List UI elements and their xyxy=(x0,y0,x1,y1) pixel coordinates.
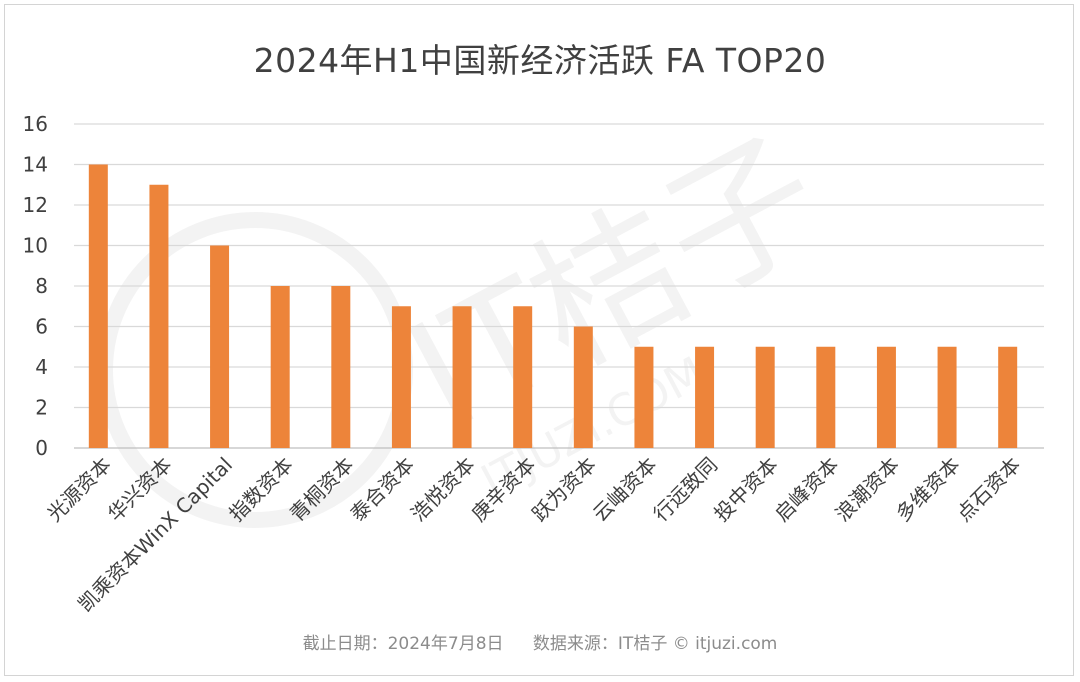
bar xyxy=(88,164,108,448)
y-tick-label: 2 xyxy=(35,396,48,420)
bar xyxy=(513,306,533,448)
bar xyxy=(755,346,775,448)
y-tick-label: 6 xyxy=(35,315,48,339)
y-axis-ticks: 0 2 4 6 8 10 12 14 16 xyxy=(23,112,48,460)
x-tick-label: 浩悦资本 xyxy=(406,453,480,527)
x-tick-label: 光源资本 xyxy=(42,453,116,527)
bar xyxy=(331,286,351,448)
y-tick-label: 12 xyxy=(23,193,48,217)
chart-title: 2024年H1中国新经济活跃 FA TOP20 xyxy=(253,41,827,80)
bar xyxy=(937,346,957,448)
x-tick-label: 多维资本 xyxy=(891,453,965,527)
bar xyxy=(210,245,230,448)
x-tick-label: 行远致同 xyxy=(649,453,723,527)
bar xyxy=(452,306,472,448)
y-tick-label: 8 xyxy=(35,274,48,298)
bar xyxy=(876,346,896,448)
bars xyxy=(88,164,1018,448)
footer-date: 截止日期：2024年7月8日 xyxy=(302,634,504,654)
bar xyxy=(634,346,654,448)
bar xyxy=(816,346,836,448)
footer: 截止日期：2024年7月8日 数据来源：IT桔子 © itjuzi.com xyxy=(0,629,1080,654)
y-tick-label: 14 xyxy=(23,153,48,177)
x-tick-label: 启峰资本 xyxy=(770,453,844,527)
bar xyxy=(391,306,411,448)
x-tick-label: 点石资本 xyxy=(952,453,1026,527)
y-tick-label: 16 xyxy=(23,112,48,136)
x-tick-label: 投中资本 xyxy=(709,453,783,527)
bar xyxy=(573,326,593,448)
footer-source: 数据来源：IT桔子 © itjuzi.com xyxy=(532,634,778,654)
y-tick-label: 4 xyxy=(35,355,48,379)
bar xyxy=(695,346,715,448)
bar xyxy=(270,286,290,448)
bar xyxy=(998,346,1018,448)
chart-frame xyxy=(4,4,1074,676)
y-tick-label: 0 xyxy=(35,436,48,460)
x-tick-label: 浪潮资本 xyxy=(830,453,904,527)
x-tick-label: 云岫资本 xyxy=(588,453,662,527)
y-tick-label: 10 xyxy=(23,234,48,258)
bar xyxy=(149,184,169,448)
